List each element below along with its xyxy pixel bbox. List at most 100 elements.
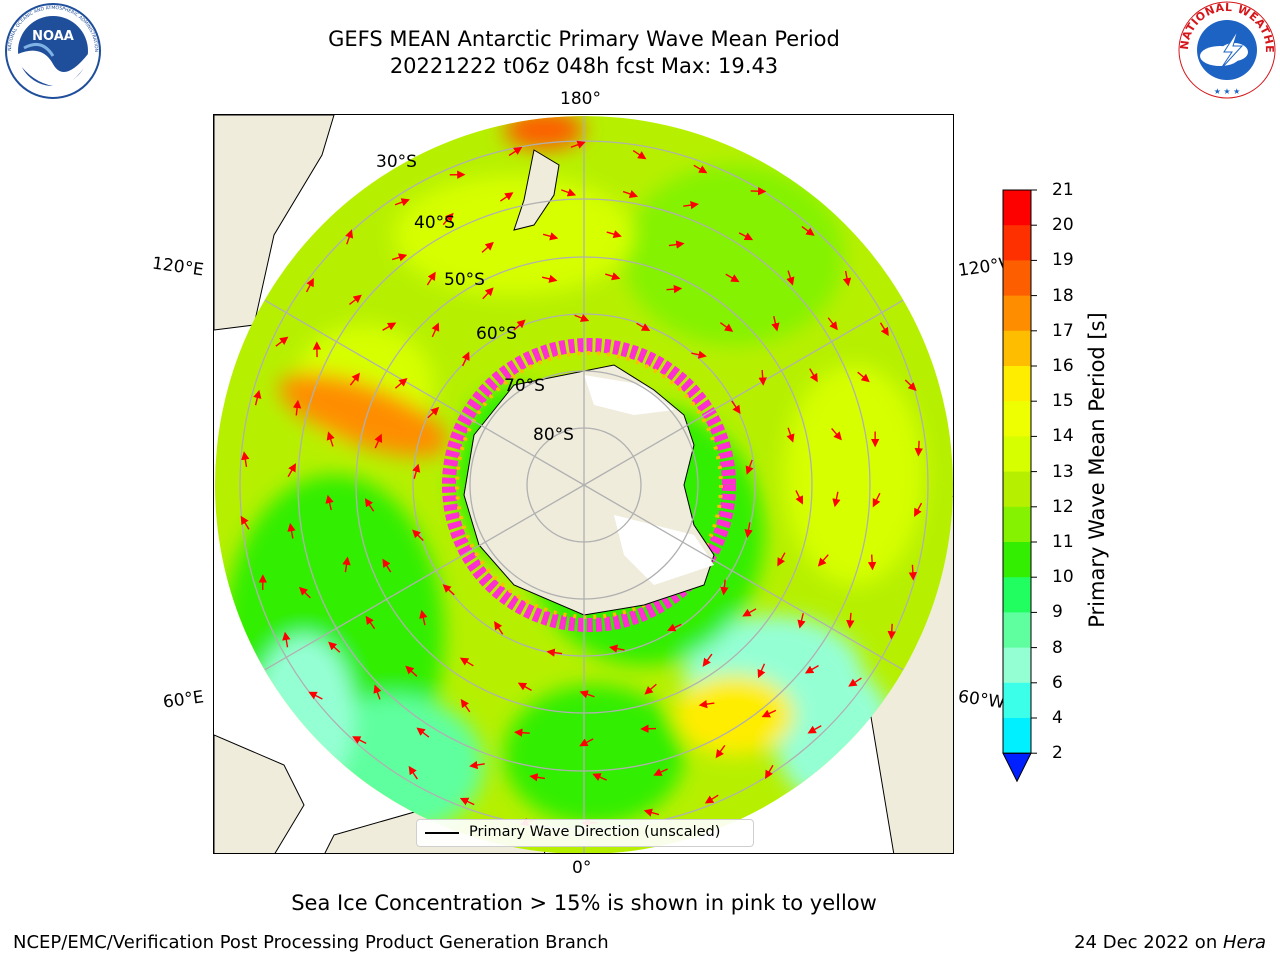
wave-arrow: [592, 773, 608, 781]
wave-arrow: [636, 322, 651, 332]
wave-arrow: [308, 691, 323, 700]
colorbar-tick-label: 20: [1052, 215, 1074, 236]
wave-arrow: [715, 744, 726, 759]
lon-label-60e: 60°E: [161, 687, 206, 713]
wave-arrow: [644, 683, 657, 695]
colorbar-segment: [1003, 612, 1031, 649]
colorbar-segment: [1003, 401, 1031, 437]
wave-arrow: [608, 644, 625, 653]
chart-subtitle: 20221222 t06z 048h fcst Max: 19.43: [389, 54, 779, 78]
wave-arrow: [345, 229, 354, 245]
sea-ice-note: Sea Ice Concentration > 15% is shown in …: [291, 891, 877, 915]
wave-arrow: [374, 433, 383, 449]
wave-arrow: [914, 502, 923, 518]
noaa-logo-text: NOAA: [32, 29, 74, 44]
colorbar-segment: [1003, 260, 1031, 297]
wave-arrow: [667, 623, 682, 632]
colorbar-tick-label: 14: [1052, 426, 1074, 447]
wave-arrow: [394, 198, 410, 207]
wave-arrow: [349, 294, 362, 305]
wave-arrow: [804, 664, 819, 674]
wave-arrow: [809, 368, 818, 383]
colorbar-tick-label: 6: [1052, 672, 1063, 693]
wave-arrow: [352, 736, 367, 745]
wave-arrow: [831, 427, 842, 441]
wave-arrow: [632, 150, 647, 160]
wave-arrow: [691, 350, 707, 359]
svg-text:★ ★ ★: ★ ★ ★: [1214, 87, 1241, 96]
wave-arrow: [481, 241, 494, 253]
wave-arrow: [731, 400, 741, 414]
colorbar-tick-label: 11: [1052, 532, 1074, 552]
wave-arrow: [364, 498, 375, 512]
wave-arrow: [842, 270, 852, 287]
colorbar-segment: [1003, 542, 1031, 578]
wave-arrow: [786, 427, 795, 443]
legend-label: Primary Wave Direction (unscaled): [469, 824, 721, 840]
colorbar-tick-label: 15: [1052, 391, 1074, 412]
lat-label-60s: 60°S: [476, 324, 517, 344]
wave-arrow: [846, 612, 855, 629]
wave-arrow: [738, 232, 754, 241]
wave-arrow: [326, 431, 335, 447]
wave-arrow: [827, 317, 838, 331]
colorbar-tick-label: 21: [1052, 180, 1074, 200]
colorbar-tick-label: 18: [1052, 285, 1074, 306]
wave-arrow: [797, 613, 806, 629]
footer-date: 24 Dec 2022 on Hera: [1074, 932, 1266, 953]
wave-arrow: [541, 274, 558, 283]
noaa-logo: NOAA NATIONAL OCEANIC AND ATMOSPHERIC AD…: [2, 2, 101, 99]
wave-arrow: [373, 684, 382, 700]
wave-period-field: [215, 116, 953, 853]
ice-shelf-ross: [584, 375, 674, 415]
wave-arrow: [412, 529, 424, 542]
wave-arrow: [848, 677, 862, 687]
wave-arrow: [442, 212, 454, 226]
lat-label-80s: 80°S: [533, 425, 574, 445]
wave-arrow: [606, 230, 622, 239]
wave-arrow: [561, 188, 577, 197]
colorbar-label: Primary Wave Mean Period [s]: [1085, 312, 1109, 628]
wave-arrow: [275, 336, 289, 347]
wave-arrow: [761, 709, 777, 718]
colorbar-tick-label: 9: [1052, 602, 1063, 623]
wave-arrow: [287, 522, 296, 539]
colorbar-segment: [1003, 682, 1031, 719]
wave-arrow: [442, 584, 455, 596]
wave-arrow: [298, 586, 311, 599]
wave-arrow: [643, 808, 660, 817]
wave-arrow: [786, 270, 795, 286]
wave-arrow: [240, 515, 250, 530]
wave-arrow: [459, 797, 475, 806]
wave-arrow: [908, 564, 918, 581]
wave-arrow: [683, 200, 699, 210]
wave-arrow: [698, 699, 715, 709]
wave-arrow: [579, 738, 594, 747]
wave-arrow: [282, 631, 291, 648]
lat-label-40s: 40°S: [414, 213, 455, 233]
lon-label-0: 0°: [572, 858, 592, 878]
wave-arrow: [382, 322, 397, 331]
wave-direction-arrows: [240, 140, 923, 828]
land-australia: [214, 115, 335, 331]
wave-arrow: [253, 389, 262, 406]
wave-arrow: [365, 615, 376, 630]
wave-arrow: [382, 558, 392, 573]
wave-arrow: [832, 491, 841, 508]
colorbar-segment: [1003, 471, 1031, 508]
lat-label-70s: 70°S: [504, 376, 545, 396]
lon-grid: [215, 116, 953, 853]
wave-arrow: [879, 322, 889, 337]
wave-arrow: [872, 492, 881, 508]
colorbar-segment: [1003, 366, 1031, 402]
wave-arrow: [408, 765, 418, 780]
wave-arrow: [482, 287, 494, 300]
colorbar-segment: [1003, 295, 1031, 332]
colorbar-tick-label: 17: [1052, 320, 1074, 341]
colorbar-tick-label: 10: [1052, 567, 1074, 588]
wave-arrow: [801, 226, 815, 236]
wave-arrow: [704, 794, 719, 804]
colorbar-tick-label: 8: [1052, 637, 1063, 658]
wave-arrow: [416, 727, 430, 738]
wave-arrow: [725, 273, 740, 283]
